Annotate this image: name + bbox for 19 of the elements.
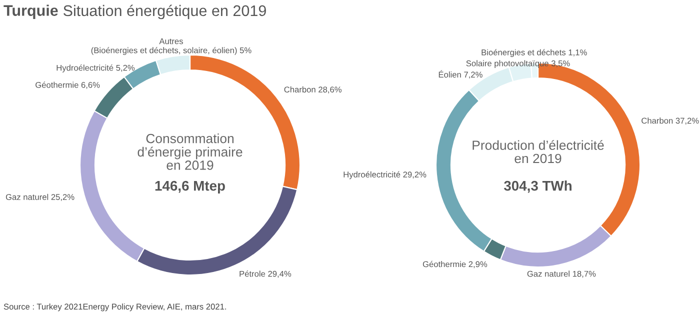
- slice-label: Bioénergies et déchets 1,1%: [482, 49, 587, 57]
- slice-label: Gaz naturel 18,7%: [527, 270, 596, 278]
- slice-label: Géothermie 6,6%: [36, 82, 100, 89]
- text: Production d’électricité en 2019: [472, 140, 604, 164]
- slice-label: Charbon 28,6%: [284, 86, 342, 94]
- source-note: Source : Turkey 2021Energy Policy Review, AIE, mars 2021.: [4, 303, 226, 312]
- slice-label: Solaire photovoltaïque 3,5%: [466, 60, 570, 68]
- chart-title: Turquie Situation énergétique en 2019: [4, 4, 266, 20]
- slice-label: Pétrole 29,4%: [240, 270, 292, 278]
- text: 146,6 Mtep: [155, 180, 225, 194]
- slice-label: Géothermie 2,9%: [422, 260, 488, 268]
- slice-label: Hydroélectricité 29,2%: [344, 171, 426, 180]
- slice-label: Charbon 37,2%: [642, 118, 699, 125]
- slice-label: Autres (Bioénergies et déchets, solaire, éolien) 5%: [91, 38, 252, 55]
- slice-label: Gaz naturel 25,2%: [6, 194, 74, 201]
- text: Consommation d’énergie primaire en 2019: [138, 134, 242, 170]
- slice-label: Hydroélectricité 5,2%: [56, 64, 135, 72]
- slice-label: Éolien 7,2%: [438, 70, 482, 79]
- text: 304,3 TWh: [504, 180, 572, 193]
